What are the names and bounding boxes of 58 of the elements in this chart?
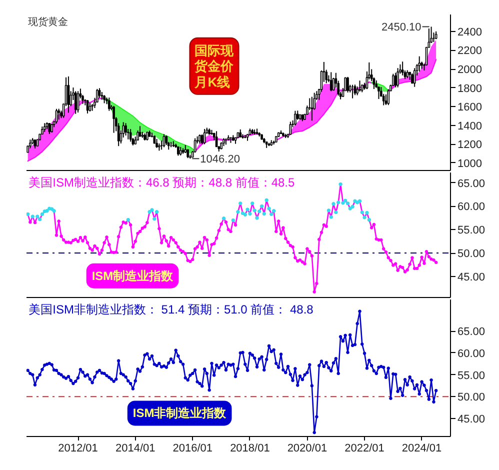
chart-title: 现货黄金 xyxy=(28,16,68,28)
candlestick xyxy=(411,72,414,84)
x-tick-label: 2020/01 xyxy=(287,442,328,454)
y-tick-label: 2400 xyxy=(458,26,482,38)
y-tick-label: 55.00 xyxy=(458,224,486,237)
candlestick xyxy=(74,90,77,114)
candlestick xyxy=(98,88,101,98)
y-tick-label: 2000 xyxy=(458,64,482,76)
annotation: 1046.20 xyxy=(200,154,240,166)
candlestick xyxy=(418,56,421,72)
annotation: ISM非制造业指数 xyxy=(132,406,228,420)
y-tick-label: 65.00 xyxy=(458,326,486,338)
x-tick-label: 2024/01 xyxy=(402,442,442,454)
y-tick-label: 50.00 xyxy=(458,248,486,260)
candlestick xyxy=(194,138,196,154)
y-tick-label: 55.00 xyxy=(458,370,486,382)
candlestick xyxy=(358,80,361,92)
candlestick xyxy=(177,146,180,156)
y-tick-label: 1400 xyxy=(458,120,482,132)
candlestick xyxy=(48,122,51,134)
y-tick-label: 60.00 xyxy=(458,348,486,360)
y-tick-label: 50.00 xyxy=(458,392,486,404)
candlestick xyxy=(396,68,399,88)
y-tick-label: 60.00 xyxy=(458,201,486,214)
candlestick xyxy=(165,135,168,146)
y-tick-label: 45.00 xyxy=(458,414,486,426)
x-tick-label: 2022/01 xyxy=(344,442,384,454)
x-tick-label: 2012/01 xyxy=(58,442,98,454)
text: 国际现货金价月K线 xyxy=(194,42,235,90)
candlestick xyxy=(310,96,314,122)
candlestick xyxy=(294,110,296,126)
y-tick-label: 1000 xyxy=(458,158,482,170)
candlestick xyxy=(378,86,380,100)
candlestick xyxy=(198,134,201,144)
candlestick xyxy=(354,84,356,96)
candlestick xyxy=(108,97,110,112)
candlestick xyxy=(382,93,385,106)
y-tick-label: 65.00 xyxy=(458,178,486,190)
candlestick xyxy=(112,105,115,134)
y-tick-label: 2200 xyxy=(458,45,482,58)
y-tick-label: 1600 xyxy=(458,102,482,114)
candlestick xyxy=(401,61,404,76)
y-tick-label: 1800 xyxy=(458,82,482,95)
candlestick xyxy=(58,108,60,120)
y-tick-label: 1200 xyxy=(458,139,482,152)
candlestick xyxy=(86,100,89,114)
chart-title: 美国ISM非制造业指数： 51.4 预期：51.0 前值： 48.8 xyxy=(28,302,314,317)
x-tick-label: 2018/01 xyxy=(230,442,270,454)
candlestick xyxy=(330,72,332,92)
annotation: ISM制造业指数 xyxy=(92,268,174,283)
y-tick-label: 45.00 xyxy=(458,271,486,284)
candlestick xyxy=(346,76,349,93)
candlestick xyxy=(387,88,390,106)
chart-title: 美国ISM制造业指数：46.8 预期：48.8 前值：48.5 xyxy=(28,176,296,190)
annotation: 2450.10 xyxy=(382,22,422,34)
x-tick-label: 2016/01 xyxy=(172,442,212,454)
candlestick xyxy=(124,122,127,136)
x-tick-label: 2014/01 xyxy=(115,442,156,454)
